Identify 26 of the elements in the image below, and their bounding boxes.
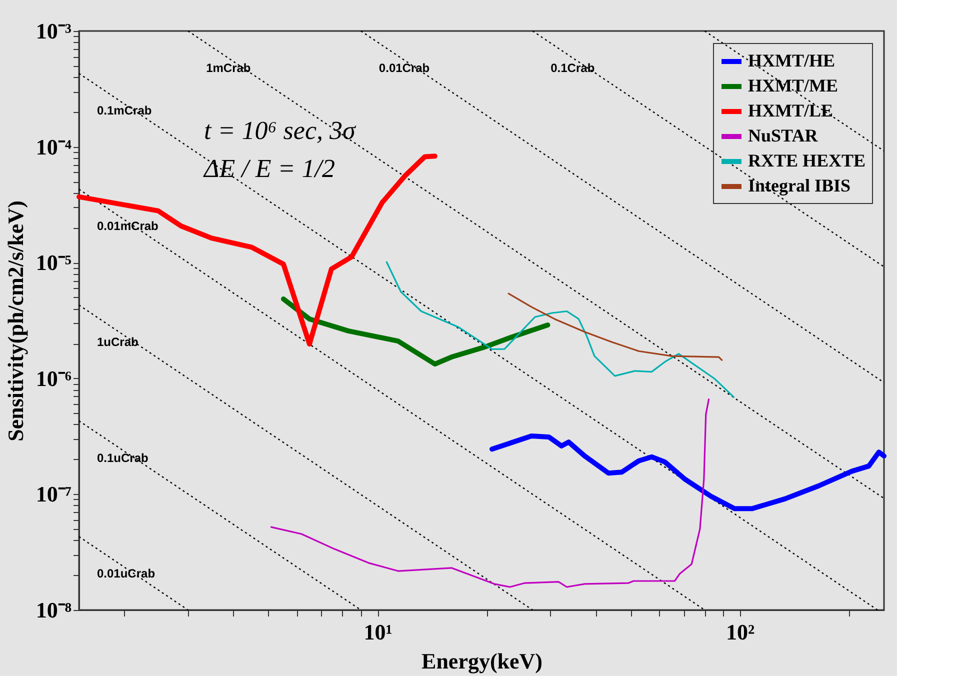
x-tick-label: 10² <box>726 620 756 644</box>
y-tick-label: 10⁻⁶ <box>36 366 72 391</box>
series-label: 0.01mCrab <box>97 219 158 234</box>
y-axis-title: Sensitivity(ph/cm2/s/keV) <box>2 200 28 442</box>
x-axis-title: Energy(keV) <box>422 648 542 674</box>
legend-label: NuSTAR <box>748 126 819 146</box>
y-tick-label: 10⁻⁸ <box>36 598 72 622</box>
legend-label: HXMT/HE <box>748 50 836 70</box>
x-tick-label: 10¹ <box>364 620 392 644</box>
y-tick-label: 10⁻⁵ <box>36 250 72 276</box>
annotation: ΔE / E = 1/2 <box>203 154 336 183</box>
legend-label: HXMT/ME <box>748 76 838 96</box>
y-tick-label: 10⁻⁴ <box>36 134 72 160</box>
series-label: 1mCrab <box>206 61 251 75</box>
series-label: 0.1mCrab <box>97 103 152 118</box>
series-label: 0.1Crab <box>550 61 595 75</box>
y-tick-label: 10⁻⁷ <box>36 482 72 507</box>
series-label: 0.1uCrab <box>97 450 148 465</box>
series-label: 0.01uCrab <box>97 566 156 581</box>
legend-label: HXMT/LE <box>748 100 834 120</box>
series-label: 1uCrab <box>97 335 138 350</box>
annotation: t = 10⁶ sec, 3σ <box>204 116 357 145</box>
series-label: 0.01Crab <box>378 61 430 75</box>
legend-label: Integral IBIS <box>748 176 851 196</box>
legend-label: RXTE HEXTE <box>748 150 866 170</box>
y-tick-label: 10⁻³ <box>36 18 72 44</box>
